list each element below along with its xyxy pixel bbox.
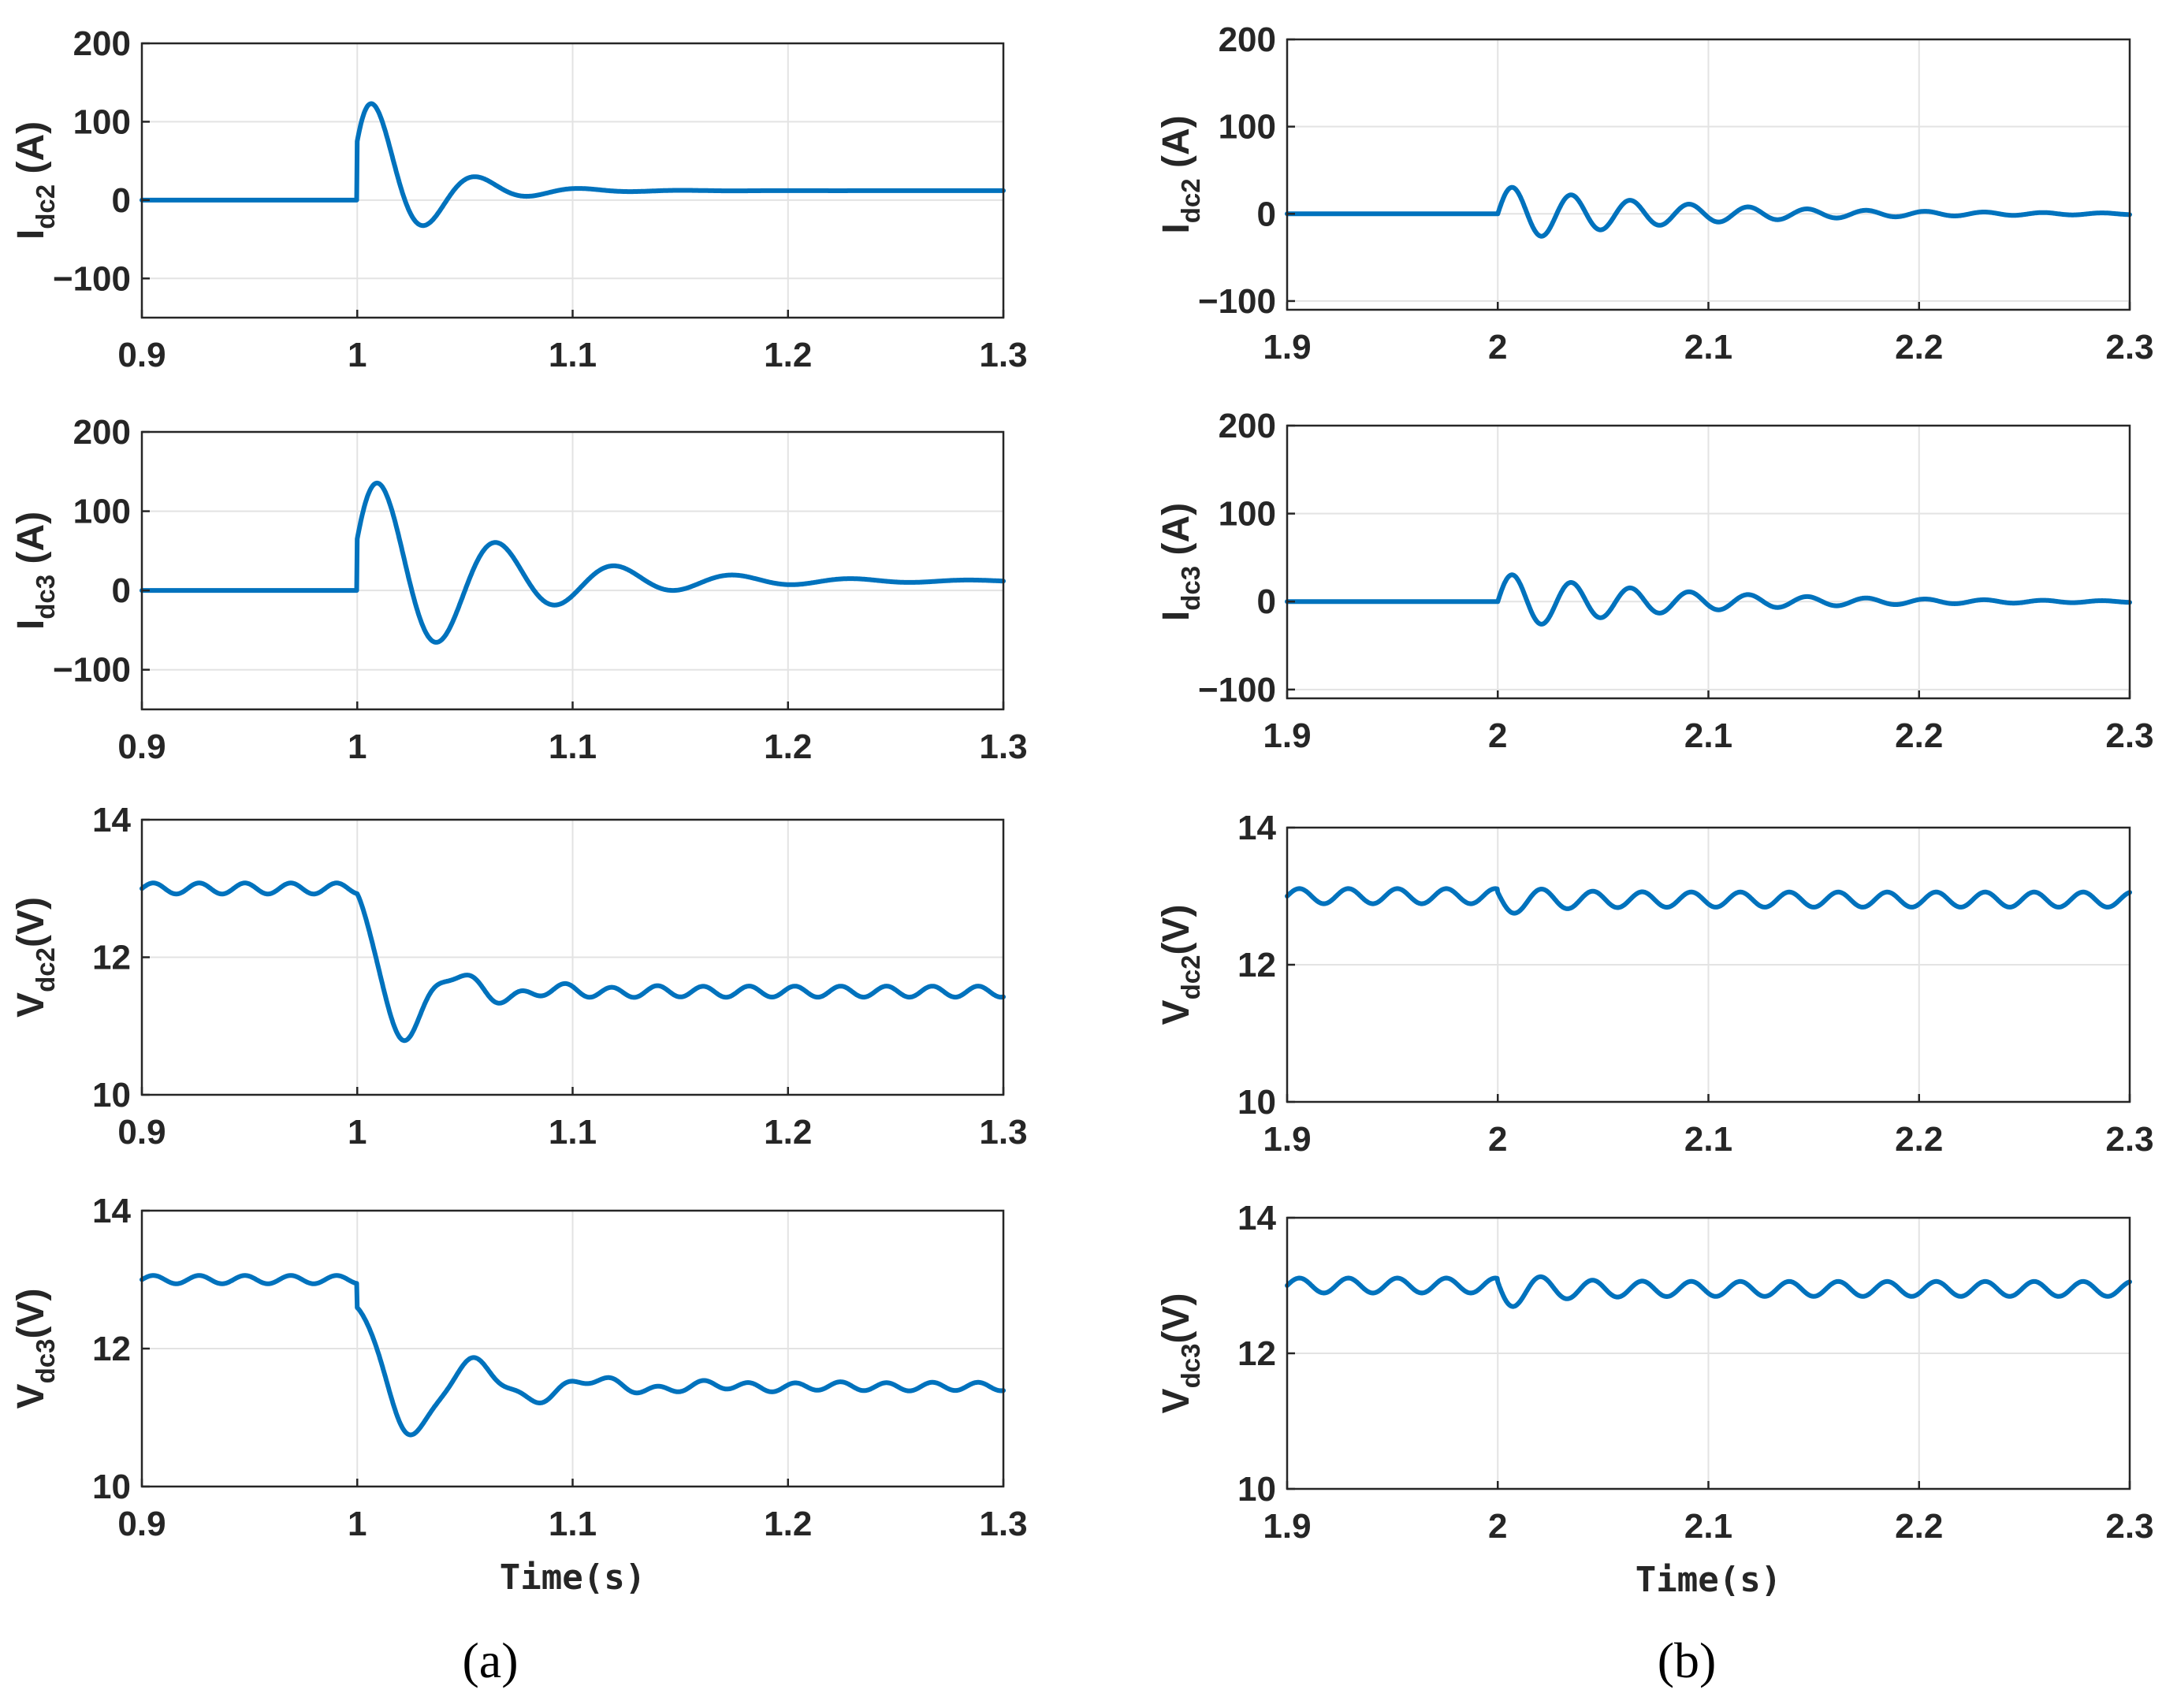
- y-tick-label: 0: [112, 181, 131, 220]
- y-tick-label: 14: [1237, 1199, 1276, 1237]
- x-tick-label: 1.9: [1263, 328, 1311, 367]
- x-tick-label: 1.9: [1263, 1120, 1311, 1159]
- x-axis-label: Time(s): [500, 1557, 646, 1598]
- y-tick-label: 100: [1219, 108, 1276, 147]
- y-tick-label: 100: [73, 493, 131, 531]
- y-tick-label: 100: [73, 102, 131, 141]
- x-tick-label: 1.2: [764, 336, 812, 374]
- series-line-vdc3: [1285, 1274, 2132, 1309]
- chart-a-vdc2: 0.9 1 1.1 1.2 1.3 10 12 14 Vdc2(V): [10, 801, 1028, 1152]
- series-line-idc3: [140, 480, 1006, 645]
- y-tick-label: 14: [92, 801, 131, 839]
- x-tick-label: 1.2: [764, 1505, 812, 1543]
- x-tick-label: 1: [348, 336, 367, 374]
- x-tick-label: 2.1: [1684, 328, 1732, 367]
- chart-a-idc2: 0.9 1 1.1 1.2 1.3 −100 0 100 200 Idc2 (A): [10, 24, 1028, 374]
- y-tick-label: −100: [1198, 671, 1276, 709]
- y-tick-label: 200: [73, 24, 131, 63]
- y-axis-label: Idc3 (A): [10, 512, 60, 630]
- y-tick-label: 10: [92, 1076, 131, 1114]
- chart-b-vdc3: 1.9 2 2.1 2.2 2.3 10 12 14 Vdc3(V) Time(s): [1155, 1199, 2154, 1600]
- x-tick-label: 1.3: [979, 727, 1027, 766]
- x-tick-label: 2.3: [2105, 1120, 2153, 1159]
- y-axis-label: Vdc3(V): [1155, 1293, 1205, 1414]
- y-tick-label: 14: [1237, 809, 1276, 847]
- x-tick-label: 2.1: [1684, 1507, 1732, 1546]
- series-line-vdc2: [140, 880, 1006, 1044]
- x-tick-label: 2.2: [1895, 1120, 1943, 1159]
- chart-b-idc2: 1.9 2 2.1 2.2 2.3 −100 0 100 200 Idc2 (A): [1155, 20, 2154, 367]
- chart-a-vdc3: 0.9 1 1.1 1.2 1.3 10 12 14 Vdc3(V) Time(s): [10, 1192, 1028, 1598]
- y-tick-label: −100: [53, 651, 131, 690]
- x-tick-label: 1.3: [979, 336, 1027, 374]
- y-tick-label: 10: [1237, 1083, 1276, 1122]
- y-axis-label: Idc3 (A): [1155, 503, 1205, 621]
- x-tick-label: 0.9: [117, 1505, 166, 1543]
- x-tick-label: 1.3: [979, 1113, 1027, 1152]
- y-tick-label: −100: [1198, 282, 1276, 321]
- series-line-idc3: [1285, 572, 2132, 627]
- x-tick-label: 2.2: [1895, 716, 1943, 755]
- x-tick-label: 2.2: [1895, 1507, 1943, 1546]
- y-tick-label: 10: [92, 1468, 131, 1506]
- y-tick-label: 10: [1237, 1470, 1276, 1509]
- y-tick-label: 0: [1257, 582, 1276, 621]
- x-tick-label: 2.1: [1684, 1120, 1732, 1159]
- x-tick-label: 1.1: [549, 336, 597, 374]
- y-axis-label: Idc2 (A): [10, 121, 60, 240]
- caption-a: (a): [462, 1632, 518, 1688]
- x-tick-label: 2: [1488, 716, 1507, 755]
- x-tick-label: 2: [1488, 328, 1507, 367]
- chart-a-idc3: 0.9 1 1.1 1.2 1.3 −100 0 100 200 Idc3 (A): [10, 413, 1028, 766]
- chart-b-vdc2: 1.9 2 2.1 2.2 2.3 10 12 14 Vdc2(V): [1155, 809, 2154, 1159]
- y-tick-label: 0: [112, 571, 131, 610]
- x-tick-label: 2.2: [1895, 328, 1943, 367]
- y-tick-label: 12: [1237, 1334, 1276, 1373]
- x-tick-label: 1: [348, 727, 367, 766]
- y-tick-label: 12: [92, 939, 131, 977]
- x-tick-label: 1: [348, 1505, 367, 1543]
- y-tick-label: 12: [1237, 946, 1276, 984]
- y-tick-label: 14: [92, 1192, 131, 1230]
- y-axis-label: Idc2 (A): [1155, 115, 1205, 233]
- y-tick-label: 12: [92, 1330, 131, 1368]
- x-tick-label: 1.1: [549, 727, 597, 766]
- series-line-idc2: [140, 101, 1006, 229]
- y-tick-label: 100: [1219, 495, 1276, 534]
- x-tick-label: 0.9: [117, 336, 166, 374]
- y-axis-label: Vdc3(V): [10, 1289, 60, 1409]
- y-axis-label: Vdc2(V): [10, 897, 60, 1018]
- x-tick-label: 0.9: [117, 1113, 166, 1152]
- y-tick-label: 200: [1219, 407, 1276, 445]
- x-tick-label: 2.3: [2105, 1507, 2153, 1546]
- x-axis-label: Time(s): [1636, 1560, 1781, 1600]
- y-tick-label: 200: [73, 413, 131, 452]
- series-line-vdc2: [1285, 886, 2132, 916]
- x-tick-label: 1.9: [1263, 716, 1311, 755]
- y-tick-label: 200: [1219, 20, 1276, 59]
- chart-b-idc3: 1.9 2 2.1 2.2 2.3 −100 0 100 200 Idc3 (A): [1155, 407, 2154, 755]
- x-tick-label: 2: [1488, 1507, 1507, 1546]
- x-tick-label: 1: [348, 1113, 367, 1152]
- x-tick-label: 1.1: [549, 1505, 597, 1543]
- y-tick-label: 0: [1257, 195, 1276, 233]
- y-tick-label: −100: [53, 259, 131, 298]
- x-tick-label: 0.9: [117, 727, 166, 766]
- x-tick-label: 1.2: [764, 1113, 812, 1152]
- x-tick-label: 1.1: [549, 1113, 597, 1152]
- series-line-idc2: [1285, 184, 2132, 239]
- caption-b: (b): [1658, 1632, 1717, 1688]
- x-tick-label: 2: [1488, 1120, 1507, 1159]
- x-tick-label: 1.2: [764, 727, 812, 766]
- x-tick-label: 2.1: [1684, 716, 1732, 755]
- x-tick-label: 2.3: [2105, 328, 2153, 367]
- series-line-vdc3: [140, 1273, 1006, 1438]
- x-tick-label: 1.3: [979, 1505, 1027, 1543]
- x-tick-label: 1.9: [1263, 1507, 1311, 1546]
- y-axis-label: Vdc2(V): [1155, 905, 1205, 1025]
- x-tick-label: 2.3: [2105, 716, 2153, 755]
